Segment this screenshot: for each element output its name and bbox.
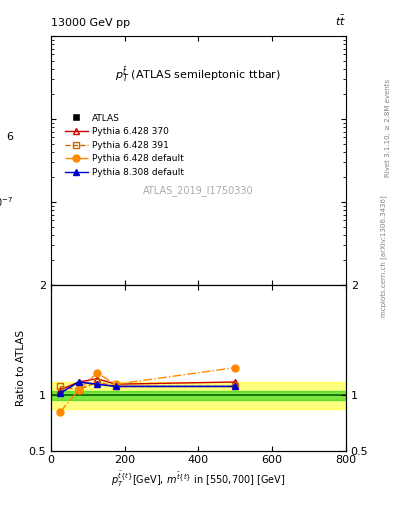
Text: $t\bar{t}$: $t\bar{t}$ [335, 14, 346, 28]
Text: mcplots.cern.ch [arXiv:1306.3436]: mcplots.cern.ch [arXiv:1306.3436] [380, 195, 387, 317]
Legend: ATLAS, Pythia 6.428 370, Pythia 6.428 391, Pythia 6.428 default, Pythia 8.308 de: ATLAS, Pythia 6.428 370, Pythia 6.428 39… [61, 110, 188, 180]
Text: $10^{-7}$: $10^{-7}$ [0, 195, 13, 208]
Text: ATLAS_2019_I1750330: ATLAS_2019_I1750330 [143, 185, 254, 196]
Text: Rivet 3.1.10, ≥ 2.8M events: Rivet 3.1.10, ≥ 2.8M events [385, 79, 391, 177]
Y-axis label: Ratio to ATLAS: Ratio to ATLAS [16, 330, 26, 406]
Bar [51, 382, 346, 409]
Text: 13000 GeV pp: 13000 GeV pp [51, 18, 130, 28]
X-axis label: $p_T^{\bar{t}\{t\}}$[GeV], $m^{\bar{t}\{t\}}$ in [550,700] [GeV]: $p_T^{\bar{t}\{t\}}$[GeV], $m^{\bar{t}\{… [111, 470, 286, 489]
Text: 6: 6 [6, 132, 13, 142]
Bar [51, 391, 346, 400]
Text: $p_T^{\bar{t}}$ (ATLAS semileptonic ttbar): $p_T^{\bar{t}}$ (ATLAS semileptonic ttba… [116, 66, 281, 84]
